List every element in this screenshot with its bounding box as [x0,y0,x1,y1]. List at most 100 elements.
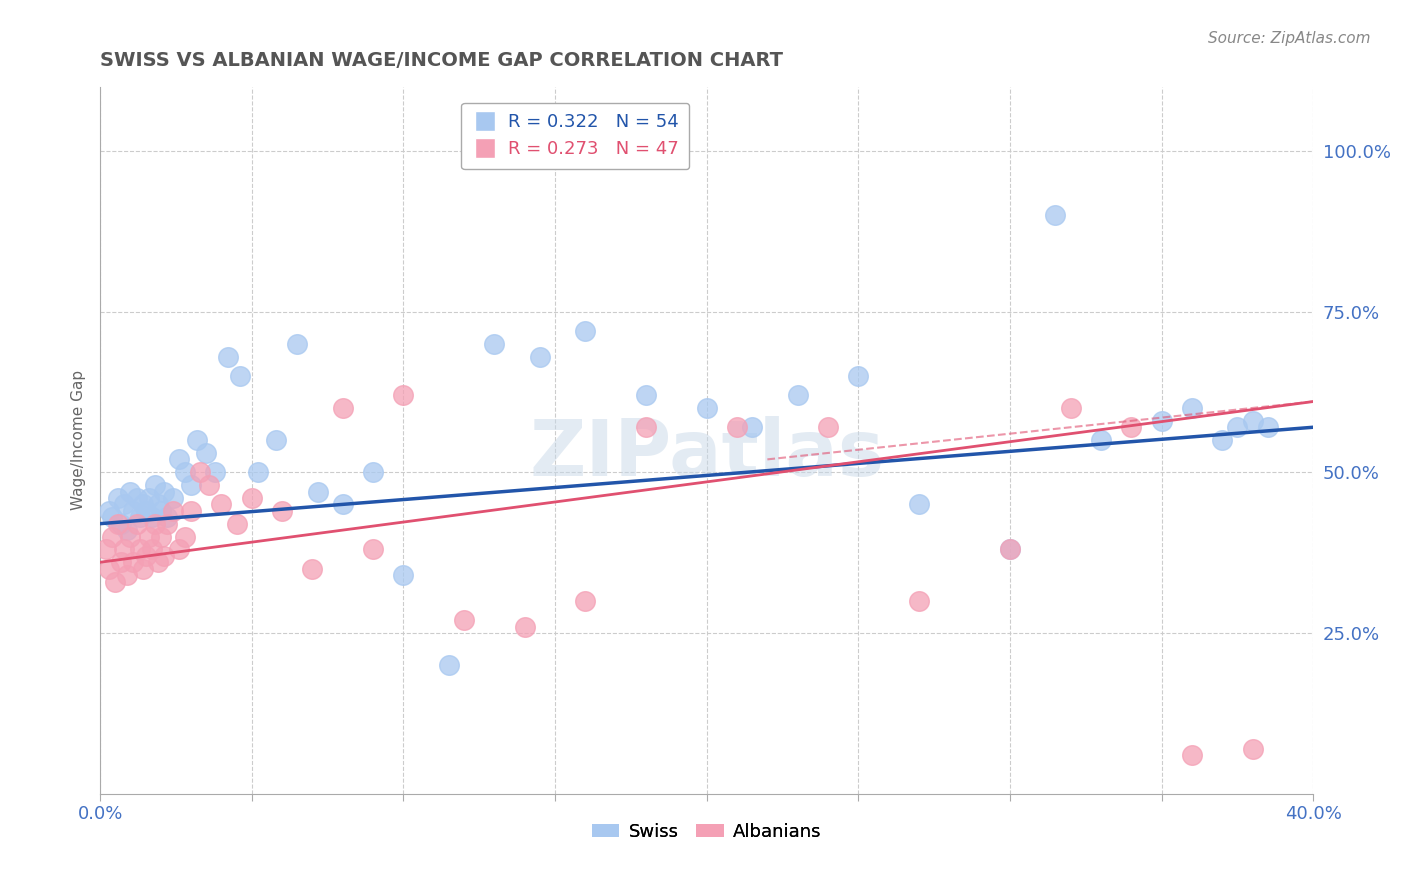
Point [513,619,536,633]
Point [634,420,657,434]
Point [96,542,118,557]
Point [696,401,718,415]
Point [110,555,132,569]
Point [271,504,294,518]
Point [143,478,166,492]
Point [122,555,145,569]
Point [101,529,124,543]
Point [392,568,415,582]
Point [1211,433,1233,447]
Point [361,465,384,479]
Point [332,497,354,511]
Point [1121,420,1143,434]
Point [174,465,197,479]
Point [107,491,129,505]
Point [135,504,157,518]
Point [128,542,150,557]
Point [908,497,931,511]
Point [98,562,121,576]
Point [725,420,748,434]
Point [741,420,763,434]
Point [128,510,150,524]
Point [1241,741,1264,756]
Point [143,516,166,531]
Point [186,433,208,447]
Point [1181,401,1204,415]
Point [817,420,839,434]
Point [141,510,163,524]
Point [117,568,139,582]
Point [167,542,190,557]
Point [484,336,506,351]
Point [392,388,415,402]
Point [112,497,135,511]
Point [574,324,596,338]
Point [437,658,460,673]
Point [361,542,384,557]
Point [1226,420,1249,434]
Point [156,510,179,524]
Point [153,484,176,499]
Point [104,574,127,589]
Point [998,542,1021,557]
Point [1241,414,1264,428]
Point [1045,208,1067,222]
Point [112,542,135,557]
Point [101,510,124,524]
Point [125,516,148,531]
Point [135,549,157,563]
Point [162,491,184,505]
Point [131,562,153,576]
Point [146,555,169,569]
Point [188,465,211,479]
Point [1150,414,1173,428]
Point [107,516,129,531]
Text: Source: ZipAtlas.com: Source: ZipAtlas.com [1208,31,1371,46]
Point [634,388,657,402]
Point [285,336,308,351]
Point [149,504,172,518]
Point [125,491,148,505]
Point [228,368,250,383]
Point [146,497,169,511]
Point [120,529,142,543]
Point [1059,401,1081,415]
Point [209,497,232,511]
Point [529,350,551,364]
Point [153,549,176,563]
Point [149,529,172,543]
Text: SWISS VS ALBANIAN WAGE/INCOME GAP CORRELATION CHART: SWISS VS ALBANIAN WAGE/INCOME GAP CORREL… [100,51,783,70]
Point [301,562,323,576]
Point [156,516,179,531]
Point [138,491,160,505]
Point [141,542,163,557]
Point [1257,420,1279,434]
Text: ZIPatlas: ZIPatlas [529,417,884,492]
Point [308,484,330,499]
Point [846,368,869,383]
Point [786,388,808,402]
Point [225,516,247,531]
Point [117,523,139,537]
Point [198,478,221,492]
Point [167,452,190,467]
Point [131,497,153,511]
Point [120,484,142,499]
Point [174,529,197,543]
Point [1181,748,1204,763]
Point [908,594,931,608]
Point [138,529,160,543]
Point [122,504,145,518]
Legend: Swiss, Albanians: Swiss, Albanians [585,816,828,848]
Point [998,542,1021,557]
Point [195,446,218,460]
Y-axis label: Wage/Income Gap: Wage/Income Gap [72,370,86,510]
Point [264,433,287,447]
Point [110,516,132,531]
Point [180,478,202,492]
Point [240,491,263,505]
Point [217,350,239,364]
Point [162,504,184,518]
Point [204,465,226,479]
Point [574,594,596,608]
